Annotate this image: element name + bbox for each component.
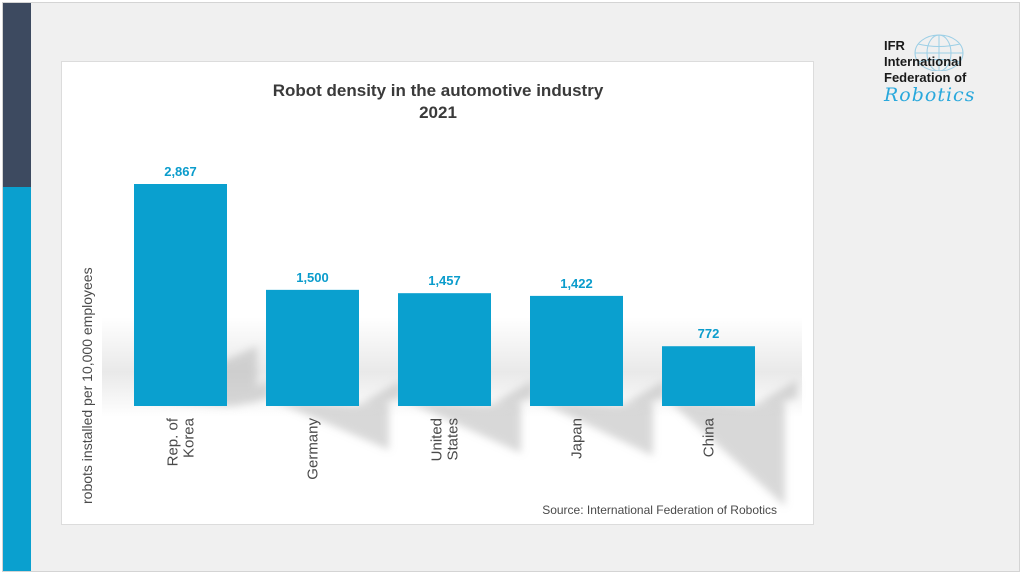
bar-shadow bbox=[668, 380, 797, 507]
x-tick-label: China bbox=[701, 417, 718, 457]
side-accent-bar-dark bbox=[3, 3, 31, 187]
logo-abbreviation: IFR bbox=[884, 38, 905, 53]
bar-chart: 2,867 1,500 1,457 1,422 772 Rep. of Korea Germ… bbox=[79, 164, 802, 507]
bar-germany bbox=[266, 289, 359, 406]
value-label: 1,422 bbox=[560, 276, 593, 291]
bar-rep-of-korea bbox=[134, 184, 227, 406]
globe-icon bbox=[914, 34, 964, 71]
bar-japan bbox=[530, 295, 623, 406]
bar-shadow bbox=[536, 380, 665, 456]
y-axis-label: robots installed per 10,000 employees bbox=[79, 267, 95, 504]
x-tick-label-line: Rep. of bbox=[165, 417, 182, 466]
x-tick-label: Germany bbox=[305, 418, 322, 480]
value-label: 2,867 bbox=[164, 164, 197, 179]
x-tick-label-line: United bbox=[429, 418, 446, 461]
value-label: 1,457 bbox=[428, 273, 461, 288]
bar-china bbox=[662, 346, 755, 406]
chart-title: Robot density in the automotive industry bbox=[272, 81, 604, 100]
x-tick-label-line: Korea bbox=[181, 417, 198, 458]
bar-shadow bbox=[272, 380, 401, 450]
x-tick-label-line: Germany bbox=[305, 418, 322, 480]
value-label: 1,500 bbox=[296, 270, 329, 285]
ifr-logo: IFR International Federation of Robotics bbox=[878, 31, 1008, 121]
x-tick-label: Japan bbox=[569, 418, 586, 459]
bar-united-states bbox=[398, 293, 491, 406]
logo-line-international: International bbox=[884, 54, 963, 69]
x-tick-label: United States bbox=[429, 418, 462, 461]
x-tick-label-line: States bbox=[445, 418, 462, 461]
x-tick-label: Rep. of Korea bbox=[165, 417, 198, 466]
x-tick-label-line: China bbox=[701, 417, 718, 457]
chart-card: Robot density in the automotive industry… bbox=[61, 61, 814, 525]
logo-line-federation: Federation of bbox=[884, 70, 967, 85]
value-label: 772 bbox=[698, 326, 720, 341]
chart-title-block: Robot density in the automotive industry… bbox=[62, 80, 813, 124]
bar-shadow bbox=[404, 380, 533, 454]
chart-subtitle: 2021 bbox=[419, 103, 457, 122]
logo-script-robotics: Robotics bbox=[884, 84, 976, 106]
source-note: Source: International Federation of Robo… bbox=[542, 503, 777, 517]
x-tick-label-line: Japan bbox=[569, 418, 586, 459]
side-accent-bar-light bbox=[3, 187, 31, 571]
